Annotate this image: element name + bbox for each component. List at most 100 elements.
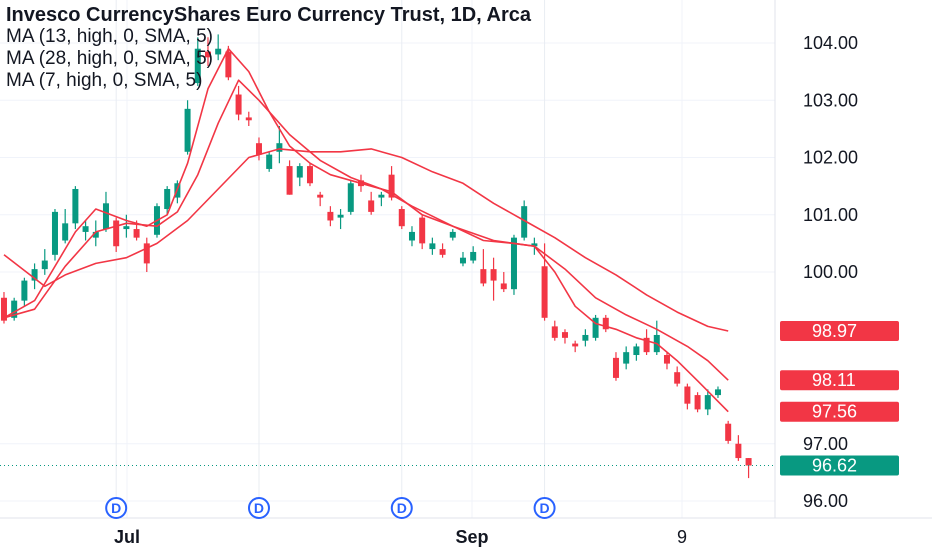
price-badge-box [780, 370, 899, 391]
dividend-marker-circle [247, 497, 270, 519]
candle-body [0, 297, 7, 321]
price-badge: 97.56 [780, 401, 899, 422]
candle-body [704, 395, 711, 410]
candle-body [541, 266, 548, 318]
candle-body [745, 458, 752, 466]
price-badge: 96.62 [780, 455, 899, 476]
symbol-title: Invesco CurrencyShares Euro Currency Tru… [6, 4, 532, 26]
candle-body [684, 386, 691, 404]
price-axis[interactable]: 104.00 103.00 102.00 101.00 100.00 97.00 96.00 [803, 33, 858, 511]
candle-body [296, 166, 303, 178]
time-axis[interactable]: Jul Sep 9 [114, 527, 687, 547]
price-badges: 98.97 98.11 97.56 96.62 [780, 320, 899, 476]
candle-body [82, 226, 89, 232]
y-tick-label: 97.00 [803, 434, 848, 454]
candle-body [694, 395, 701, 410]
candle-body [725, 423, 732, 441]
candle-body [408, 231, 415, 241]
candle-body [490, 269, 497, 281]
ma-13-legend: MA (13, high, 0, SMA, 5) [6, 26, 213, 47]
dividend-marker[interactable]: D [247, 497, 270, 519]
ma-28-legend: MA (28, high, 0, SMA, 5) [6, 48, 213, 69]
dividend-marker-circle [105, 497, 128, 519]
candle-body [31, 269, 38, 281]
candle-body [561, 332, 568, 338]
candle-body [41, 260, 48, 270]
candle-body [612, 357, 619, 378]
price-badge-box [780, 455, 899, 476]
candle-body [674, 372, 681, 384]
price-badge-label: 96.62 [812, 456, 857, 476]
candle-body [429, 243, 436, 250]
dividend-marker-circle [533, 497, 556, 519]
ma-13-line [3, 79, 729, 381]
dividend-marker-label: D [397, 500, 407, 516]
candle-body [245, 117, 252, 121]
candles-layer [0, 34, 752, 479]
candle-body [572, 343, 579, 347]
candle-body [225, 51, 232, 78]
candle-body [398, 209, 405, 227]
x-tick-label: Sep [455, 527, 488, 547]
y-tick-label: 102.00 [803, 148, 858, 168]
y-tick-label: 103.00 [803, 90, 858, 110]
dividend-marker[interactable]: D [390, 497, 413, 519]
candle-body [714, 389, 721, 396]
candle-body [133, 229, 140, 238]
candle-body [459, 257, 466, 264]
candle-body [480, 269, 487, 284]
dividend-marker-label: D [254, 500, 264, 516]
y-tick-label: 101.00 [803, 205, 858, 225]
candle-body [276, 143, 283, 152]
dividend-marker[interactable]: D [533, 497, 556, 519]
y-tick-label: 100.00 [803, 262, 858, 282]
candle-body [663, 355, 670, 364]
moving-average-lines [3, 47, 729, 413]
dividend-marker[interactable]: D [105, 497, 128, 519]
price-badge-label: 98.11 [812, 370, 856, 390]
candle-body [633, 346, 640, 356]
candle-body [623, 352, 630, 364]
dividend-marker-label: D [111, 500, 121, 516]
y-tick-label: 104.00 [803, 33, 858, 53]
candle-body [643, 337, 650, 353]
candle-body [388, 174, 395, 198]
candle-body [735, 443, 742, 459]
candle-body [235, 94, 242, 115]
candle-body [419, 217, 426, 244]
candle-body [439, 249, 446, 255]
candle-body [113, 220, 120, 247]
candle-body [327, 211, 334, 221]
candle-body [21, 280, 28, 301]
candle-body [102, 203, 109, 230]
candle-body [62, 223, 69, 241]
candle-body [378, 194, 385, 198]
candle-body [337, 214, 344, 218]
candle-body [368, 200, 375, 212]
candle-body [602, 317, 609, 330]
candle-body [255, 143, 262, 155]
candle-body [215, 48, 222, 55]
candle-body [51, 211, 58, 255]
candle-body [123, 226, 130, 230]
candle-body [470, 251, 477, 261]
candle-body [521, 206, 528, 238]
candle-body [582, 334, 589, 341]
x-tick-label: 9 [677, 527, 687, 547]
price-badge: 98.11 [780, 370, 899, 391]
dividend-marker-circle [390, 497, 413, 519]
candle-body [317, 194, 324, 198]
x-tick-label: Jul [114, 527, 140, 547]
price-badge-label: 98.97 [812, 321, 857, 341]
candle-body [500, 283, 507, 290]
price-badge: 98.97 [780, 320, 899, 341]
candle-body [551, 326, 558, 338]
candle-body [347, 183, 354, 212]
ma-28-line [3, 148, 729, 332]
candle-body [72, 188, 79, 224]
candle-body [306, 166, 313, 184]
dividend-marker-label: D [540, 500, 550, 516]
candle-body [510, 237, 517, 290]
